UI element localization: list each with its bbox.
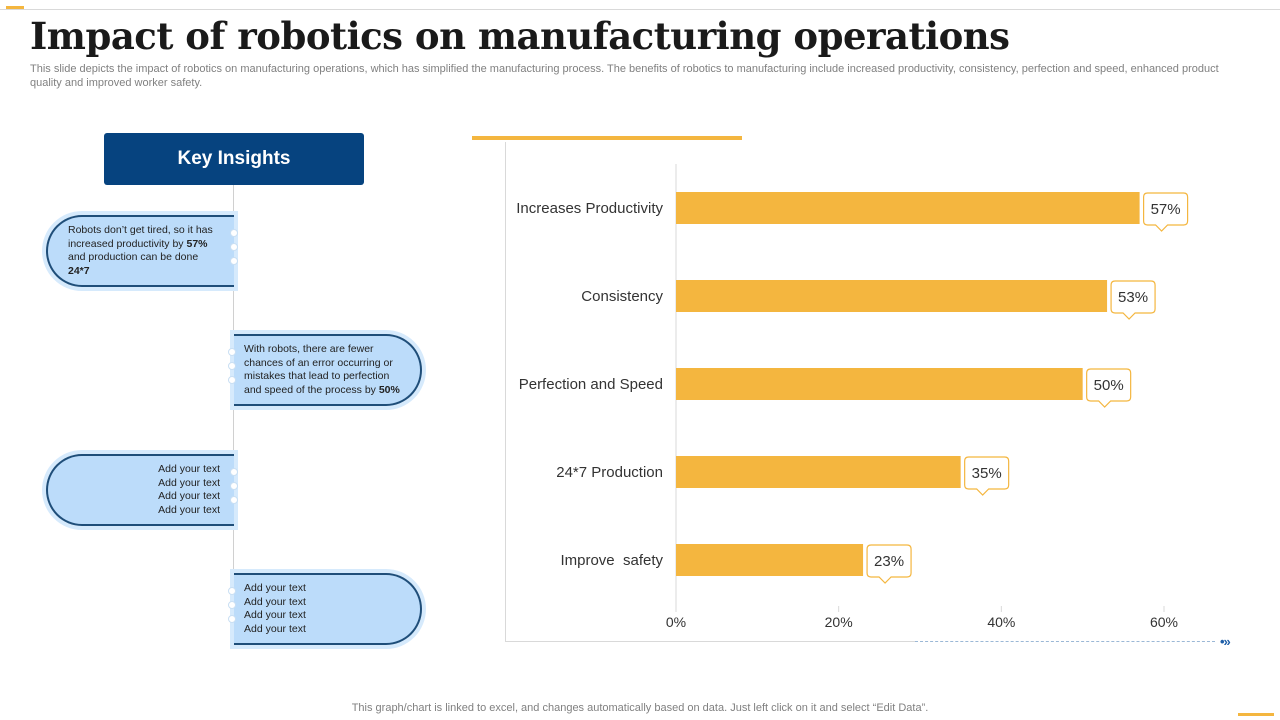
x-tick-label: 40% xyxy=(987,614,1015,630)
bar xyxy=(676,456,961,488)
category-label: 24*7 Production xyxy=(556,464,663,481)
chart-frame-left xyxy=(505,142,506,642)
data-label-callout xyxy=(1143,192,1189,232)
next-arrow-icon[interactable]: •» xyxy=(1220,634,1231,649)
connector-dots xyxy=(230,229,238,271)
slide-title: Impact of robotics on manufacturing oper… xyxy=(30,14,1010,58)
data-label-callout xyxy=(1086,368,1132,408)
x-tick-label: 20% xyxy=(825,614,853,630)
data-label: 50% xyxy=(1094,377,1124,394)
timeline-spine xyxy=(233,185,234,647)
insight-card-productivity: Robots don’t get tired, so it has increa… xyxy=(46,215,234,287)
top-divider xyxy=(0,9,1280,10)
data-label-callout xyxy=(1110,280,1156,320)
bar xyxy=(676,280,1108,312)
insight-text: Add your text Add your text Add your tex… xyxy=(244,582,306,635)
bottom-accent-bar xyxy=(1238,713,1274,716)
x-tick-label: 60% xyxy=(1150,614,1178,630)
connector-dots xyxy=(228,587,236,629)
data-label: 57% xyxy=(1151,201,1181,218)
insight-card-placeholder-1: Add your text Add your text Add your tex… xyxy=(46,454,234,526)
connector-dots xyxy=(228,348,236,390)
bar xyxy=(676,544,864,576)
slide-subtitle: This slide depicts the impact of robotic… xyxy=(30,63,1219,89)
insight-text: Add your text Add your text Add your tex… xyxy=(158,463,220,516)
category-label: Improve safety xyxy=(560,552,663,569)
bar xyxy=(676,192,1140,224)
top-accent-bar xyxy=(6,6,24,9)
insight-text: Robots don’t get tired, so it has increa… xyxy=(68,224,213,277)
chart-frame-bottom xyxy=(505,641,915,642)
data-label: 35% xyxy=(972,465,1002,482)
chart-frame-dashed xyxy=(915,641,1215,642)
bar xyxy=(676,368,1083,400)
insight-card-perfection: With robots, there are fewer chances of … xyxy=(234,334,422,406)
connector-dots xyxy=(230,468,238,510)
data-label-callout xyxy=(866,544,912,584)
data-label: 23% xyxy=(874,553,904,570)
category-label: Perfection and Speed xyxy=(519,376,663,393)
insight-text: With robots, there are fewer chances of … xyxy=(244,343,400,396)
footer-note: This graph/chart is linked to excel, and… xyxy=(351,702,929,714)
bar-chart: Increases Productivity 57% Consistency 53% P… xyxy=(516,164,1189,630)
data-label-callout xyxy=(964,456,1010,496)
key-insights-header: Key Insights xyxy=(104,133,364,185)
x-tick-label: 0% xyxy=(666,614,686,630)
chart-accent-bar xyxy=(472,136,742,140)
category-label: Increases Productivity xyxy=(516,200,663,217)
category-label: Consistency xyxy=(581,288,663,305)
insight-card-placeholder-2: Add your text Add your text Add your tex… xyxy=(234,573,422,645)
data-label: 53% xyxy=(1118,289,1148,306)
